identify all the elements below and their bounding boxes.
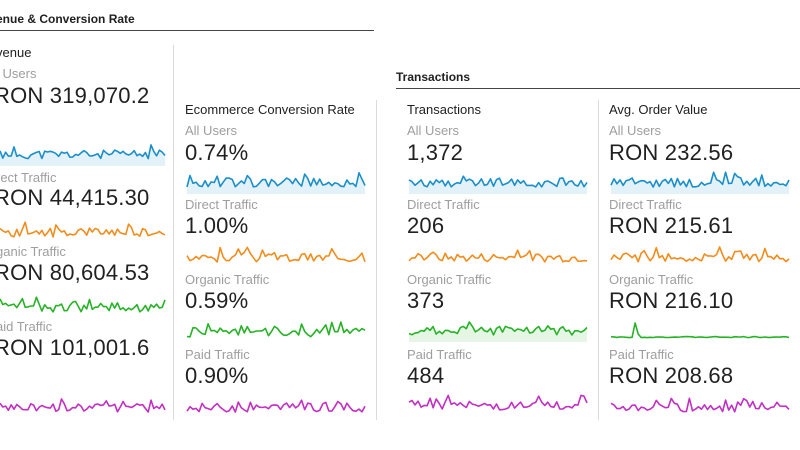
- segment-label-all-users: l Users: [0, 66, 37, 81]
- segment-label-direct-traffic: Direct Traffic: [609, 197, 682, 212]
- segment-value-organic-traffic: 373: [407, 288, 445, 313]
- sparkline-revenue-direct-traffic: [0, 221, 166, 238]
- segment-label-all-users: All Users: [185, 123, 238, 138]
- segment-value-direct-traffic: 1.00%: [185, 213, 249, 238]
- sparkline-aov-all-users: [610, 171, 790, 194]
- sparkline-conversion-organic-traffic: [186, 321, 366, 338]
- sparkline-line: [186, 246, 366, 263]
- divider-transactions-aov: [598, 100, 599, 420]
- segment-label-paid-traffic: Paid Traffic: [609, 347, 674, 362]
- sparkline-line: [186, 172, 366, 188]
- sparkline-area: [187, 172, 365, 194]
- segment-value-organic-traffic: 0.59%: [185, 288, 249, 313]
- card-title-conversion-rate: Ecommerce Conversion Rate: [185, 102, 355, 117]
- sparkline-line: [186, 399, 366, 413]
- segment-label-direct-traffic: rect Traffic: [0, 170, 57, 185]
- sparkline-conversion-paid-traffic: [186, 399, 366, 413]
- segment-value-direct-traffic: 206: [407, 213, 445, 238]
- segment-value-organic-traffic: RON 80,604.53: [0, 260, 150, 285]
- sparkline-conversion-direct-traffic: [186, 246, 366, 263]
- segment-label-direct-traffic: Direct Traffic: [185, 197, 258, 212]
- sparkline-aov-paid-traffic: [610, 397, 790, 413]
- segment-value-direct-traffic: RON 215.61: [609, 213, 734, 238]
- sparkline-line: [0, 398, 166, 413]
- sparkline-line: [186, 321, 366, 338]
- segment-value-all-users: 1,372: [407, 140, 464, 165]
- segment-label-organic-traffic: Organic Traffic: [407, 272, 492, 287]
- sparkline-area: [409, 176, 587, 194]
- segment-value-paid-traffic: 484: [407, 363, 445, 388]
- sparkline-transactions-direct-traffic: [408, 249, 588, 263]
- sparkline-aov-organic-traffic: [610, 322, 790, 339]
- sparkline-transactions-all-users: [408, 175, 588, 194]
- sparkline-line: [610, 171, 790, 188]
- sparkline-line: [408, 249, 588, 263]
- sparkline-line: [408, 175, 588, 188]
- segment-value-paid-traffic: RON 101,001.6: [0, 335, 150, 360]
- segment-label-organic-traffic: Organic Traffic: [185, 272, 270, 287]
- sparkline-line: [610, 397, 790, 413]
- segment-value-paid-traffic: RON 208.68: [609, 363, 734, 388]
- sparkline-line: [610, 322, 790, 339]
- sparkline-line: [408, 394, 588, 411]
- segment-label-organic-traffic: Organic Traffic: [609, 272, 694, 287]
- divider-revenue-conversion: [173, 45, 174, 420]
- sparkline-area: [0, 144, 165, 166]
- sparkline-area: [611, 172, 789, 194]
- segment-label-all-users: All Users: [609, 123, 662, 138]
- card-title-transactions: Transactions: [407, 102, 481, 117]
- segment-value-direct-traffic: RON 44,415.30: [0, 185, 150, 210]
- sparkline-revenue-paid-traffic: [0, 398, 166, 413]
- sparkline-area: [409, 322, 587, 342]
- segment-label-organic-traffic: ganic Traffic: [0, 244, 66, 259]
- sparkline-revenue-organic-traffic: [0, 296, 166, 313]
- segment-label-paid-traffic: Paid Traffic: [185, 347, 250, 362]
- sparkline-line: [0, 144, 166, 160]
- segment-label-paid-traffic: Paid Traffic: [407, 347, 472, 362]
- sparkline-transactions-paid-traffic: [408, 394, 588, 411]
- segment-label-all-users: All Users: [407, 123, 460, 138]
- sparkline-line: [610, 246, 790, 263]
- segment-label-paid-traffic: aid Traffic: [0, 319, 53, 334]
- card-title-revenue: venue: [0, 45, 32, 60]
- section-title-revenue-conversion: enue & Conversion Rate: [0, 12, 374, 31]
- sparkline-line: [408, 321, 588, 336]
- card-title-avg-order-value: Avg. Order Value: [609, 102, 708, 117]
- sparkline-transactions-organic-traffic: [408, 321, 588, 342]
- segment-label-direct-traffic: Direct Traffic: [407, 197, 480, 212]
- section-title-transactions: Transactions: [396, 70, 800, 89]
- segment-value-all-users: RON 232.56: [609, 140, 734, 165]
- sparkline-line: [0, 221, 166, 238]
- divider-conversion-transactions: [376, 100, 377, 420]
- sparkline-aov-direct-traffic: [610, 246, 790, 263]
- segment-value-organic-traffic: RON 216.10: [609, 288, 734, 313]
- segment-value-paid-traffic: 0.90%: [185, 363, 249, 388]
- segment-value-all-users: RON 319,070.2: [0, 83, 150, 108]
- sparkline-revenue-all-users: [0, 144, 166, 166]
- sparkline-line: [0, 296, 166, 313]
- sparkline-conversion-all-users: [186, 172, 366, 194]
- segment-value-all-users: 0.74%: [185, 140, 249, 165]
